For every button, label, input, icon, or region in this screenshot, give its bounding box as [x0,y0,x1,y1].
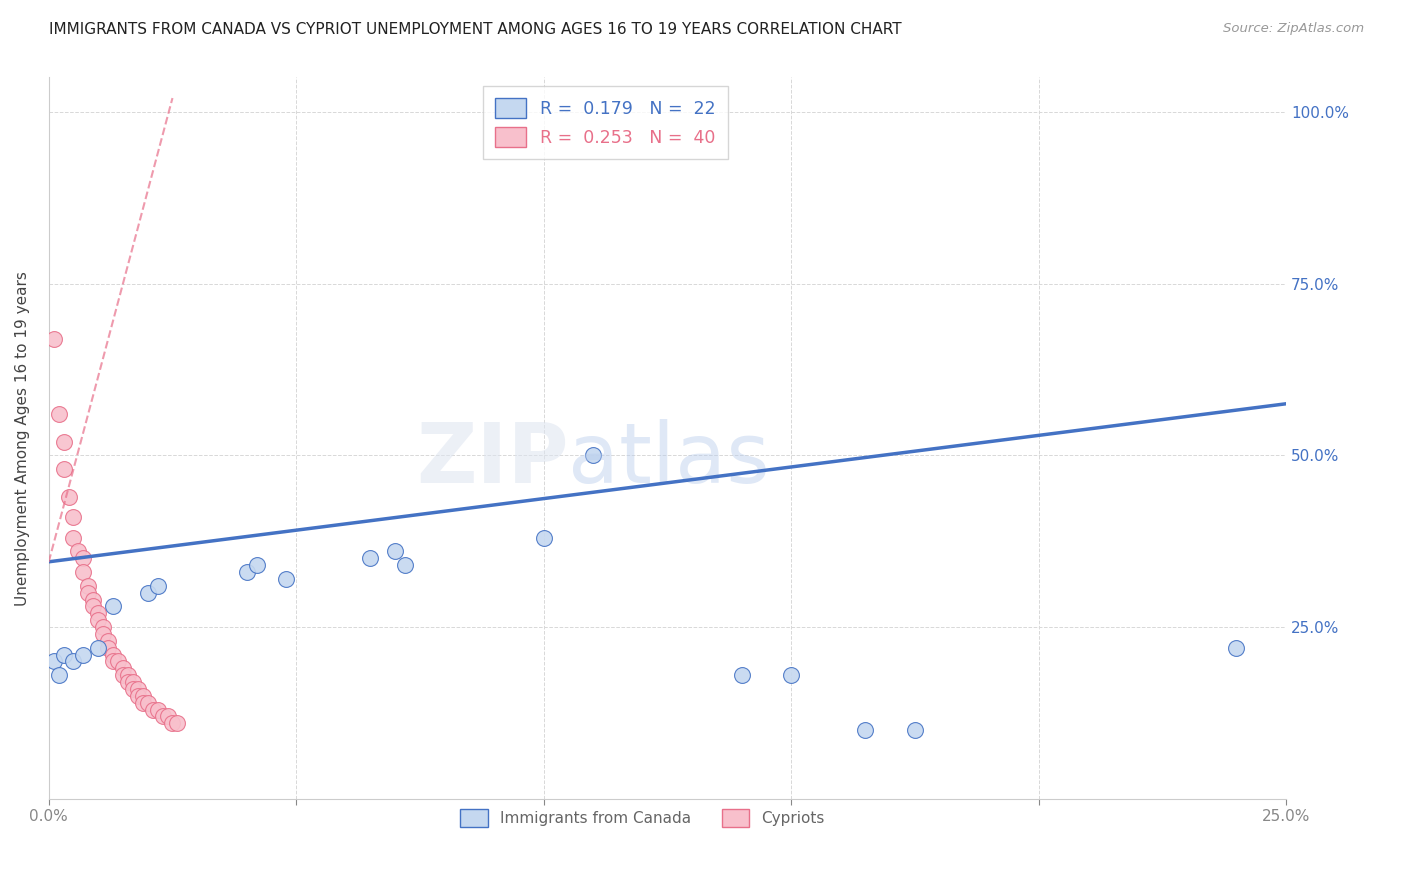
Point [122,681,145,696]
Point [359,551,381,566]
Point [904,723,927,738]
Point [48,668,70,682]
Point [82,599,104,614]
Legend: Immigrants from Canada, Cypriots: Immigrants from Canada, Cypriots [453,802,832,835]
Point [62,510,84,524]
Point [136,585,159,599]
Point [166,716,188,731]
Point [101,599,124,614]
Point [62,655,84,669]
Point [87,640,110,655]
Point [72,551,94,566]
Point [132,689,155,703]
Point [146,579,169,593]
Point [107,655,129,669]
Point [72,648,94,662]
Point [101,648,124,662]
Point [77,579,100,593]
Point [91,627,114,641]
Text: IMMIGRANTS FROM CANADA VS CYPRIOT UNEMPLOYMENT AMONG AGES 16 TO 19 YEARS CORRELA: IMMIGRANTS FROM CANADA VS CYPRIOT UNEMPL… [49,22,901,37]
Y-axis label: Unemployment Among Ages 16 to 19 years: Unemployment Among Ages 16 to 19 years [15,270,30,606]
Point [42,655,65,669]
Point [394,558,416,573]
Point [156,709,179,723]
Point [42,331,65,345]
Point [72,565,94,579]
Point [62,531,84,545]
Text: ZIP: ZIP [416,419,568,500]
Point [117,668,139,682]
Text: atlas: atlas [568,419,770,500]
Point [152,709,174,723]
Point [276,572,298,586]
Point [82,592,104,607]
Point [127,681,149,696]
Point [111,661,134,675]
Point [97,640,120,655]
Point [111,668,134,682]
Point [246,558,269,573]
Point [533,531,555,545]
Point [853,723,876,738]
Point [67,544,90,558]
Point [780,668,803,682]
Point [58,490,80,504]
Point [97,633,120,648]
Point [87,607,110,621]
Text: Source: ZipAtlas.com: Source: ZipAtlas.com [1223,22,1364,36]
Point [384,544,406,558]
Point [142,702,165,716]
Point [52,648,75,662]
Point [136,696,159,710]
Point [122,675,145,690]
Point [127,689,149,703]
Point [1225,640,1247,655]
Point [87,613,110,627]
Point [162,716,184,731]
Point [235,565,257,579]
Point [132,696,155,710]
Point [101,655,124,669]
Point [52,462,75,476]
Point [146,702,169,716]
Point [582,448,605,462]
Point [730,668,752,682]
Point [117,675,139,690]
Point [52,434,75,449]
Point [91,620,114,634]
Point [48,407,70,421]
Point [77,585,100,599]
